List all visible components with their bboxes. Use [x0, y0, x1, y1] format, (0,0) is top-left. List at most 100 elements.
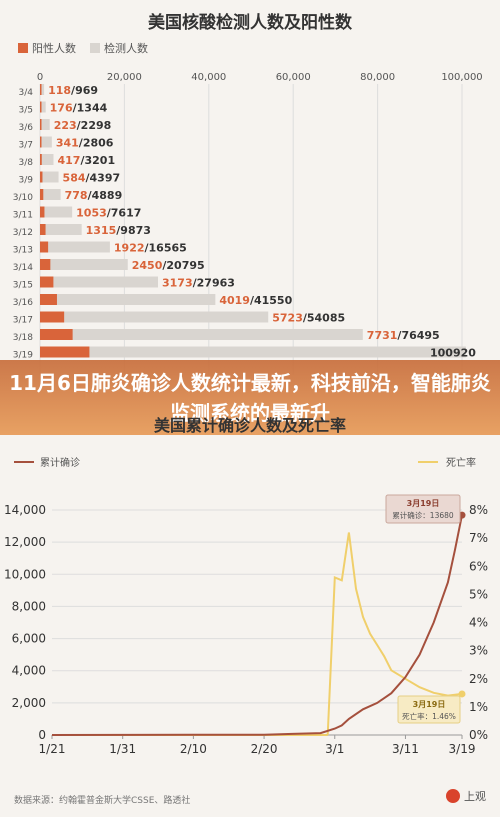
tests-bar: [40, 311, 269, 323]
bar-chart-svg: 0 20,000 40,000 60,000 80,000 100,000 3/4 118/9…: [13, 72, 483, 375]
line-chart-title: 美国累计确诊人数及死亡率: [153, 416, 346, 435]
category-label: 3/7: [19, 141, 33, 151]
positive-bar: [40, 84, 42, 95]
category-label: 3/13: [13, 246, 33, 256]
category-label: 3/4: [19, 88, 34, 98]
x-tick-label: 3/1: [325, 742, 344, 756]
data-label: 341/2806: [56, 137, 114, 150]
bar-chart-panel: 美国核酸检测人数及阳性数 阳性人数 检测人数 0 20,000 40,000 60,0…: [0, 0, 500, 380]
x-tick-label: 100,000: [441, 72, 482, 83]
category-label: 3/14: [13, 263, 33, 273]
positive-bar: [40, 206, 45, 218]
y-left-tick-label: 12,000: [4, 535, 46, 549]
tests-bar: [40, 346, 466, 358]
category-label: 3/11: [13, 211, 33, 221]
brand-logo: 上观: [446, 788, 486, 804]
y-left-tick-label: 8,000: [12, 599, 46, 613]
x-tick-label: 2/20: [251, 742, 278, 756]
tests-bar: [40, 276, 159, 288]
confirmed-annotation-box: [385, 494, 461, 524]
tests-bar: [40, 206, 73, 218]
data-label: 100920: [430, 347, 476, 360]
positive-bar: [40, 346, 90, 358]
x-tick-label: 2/10: [180, 742, 207, 756]
positive-bar: [40, 259, 51, 270]
source-note: 数据来源：约翰霍普金斯大学CSSE、路透社: [14, 796, 191, 806]
positive-bar: [40, 224, 46, 235]
data-label: 223/2298: [54, 119, 112, 132]
positive-bar: [40, 136, 42, 148]
data-label: 118/969: [48, 84, 98, 97]
confirmed-annotation-text: 累计确诊：13680: [392, 510, 454, 520]
data-label: 1053/7617: [76, 207, 141, 220]
y-left-tick-label: 2,000: [12, 696, 46, 710]
death-rate-endpoint: [458, 690, 466, 698]
positive-bar: [40, 119, 42, 130]
data-label: 1315/9873: [86, 224, 151, 237]
y-right-tick-label: 4%: [469, 616, 488, 630]
x-tick-label: 20,000: [107, 72, 142, 83]
tests-bar: [40, 119, 50, 130]
y-left-tick-label: 4,000: [12, 664, 46, 678]
positive-bar: [40, 294, 57, 305]
data-label: 778/4889: [65, 189, 123, 202]
category-label: 3/19: [13, 351, 33, 361]
death-rate-series-line: [326, 532, 463, 736]
bar-chart-legend: 阳性人数 检测人数: [18, 40, 148, 56]
positive-bar: [40, 276, 54, 288]
category-label: 3/15: [13, 281, 33, 291]
y-left-tick-label: 0: [38, 728, 46, 742]
category-label: 3/8: [19, 158, 34, 168]
legend-positive: 阳性人数: [18, 40, 76, 56]
category-label: 3/10: [13, 193, 33, 203]
data-label: 7731/76495: [367, 329, 440, 342]
positive-bar: [40, 154, 42, 165]
y-left-tick-label: 14,000: [4, 503, 46, 517]
data-label: 1922/16565: [114, 242, 187, 255]
y-right-tick-label: 5%: [469, 587, 488, 601]
y-left-tick-label: 6,000: [12, 632, 46, 646]
category-label: 3/5: [19, 106, 33, 116]
x-tick-label: 0: [37, 72, 43, 83]
death-rate-annotation-text: 死亡率：1.46%: [402, 711, 456, 721]
confirmed-annotation-date: 3月19日: [407, 499, 440, 508]
y-right-tick-label: 8%: [469, 503, 488, 517]
legend-confirmed-label: 累计确诊: [40, 456, 80, 469]
category-label: 3/17: [13, 316, 33, 326]
positive-bar: [40, 189, 44, 200]
legend-tests: 检测人数: [90, 40, 148, 56]
positive-bar: [40, 101, 42, 113]
tests-bar: [40, 294, 216, 305]
x-tick-label: 3/11: [392, 742, 419, 756]
death-rate-annotation-box: [397, 695, 461, 724]
x-tick-label: 40,000: [191, 72, 226, 83]
y-right-tick-label: 2%: [469, 672, 488, 686]
data-label: 2450/20795: [132, 259, 205, 272]
category-label: 3/16: [13, 298, 33, 308]
x-tick-label: 3/19: [449, 742, 476, 756]
x-tick-label: 1/31: [109, 742, 136, 756]
tests-bar: [40, 171, 59, 183]
data-label: 417/3201: [58, 154, 116, 167]
category-label: 3/6: [19, 123, 34, 133]
data-label: 5723/54085: [272, 312, 345, 325]
y-right-tick-label: 3%: [469, 644, 488, 658]
category-label: 3/18: [13, 333, 33, 343]
legend-death-rate-label: 死亡率: [446, 456, 476, 469]
death-rate-annotation-date: 3月19日: [413, 700, 446, 709]
x-tick-label: 60,000: [276, 72, 311, 83]
category-label: 3/12: [13, 228, 33, 238]
positive-bar: [40, 241, 49, 253]
line-chart-panel: 累计确诊 死亡率 0 2,000 4,000 6,000 8,000 10,000 12,000…: [0, 440, 500, 817]
tests-bar: [40, 101, 46, 113]
y-right-tick-label: 7%: [469, 531, 488, 545]
y-right-tick-label: 1%: [469, 700, 488, 714]
tests-bar: [40, 189, 61, 200]
y-left-tick-label: 10,000: [4, 567, 46, 581]
logo-icon: [446, 789, 460, 803]
line-chart-svg: 累计确诊 死亡率 0 2,000 4,000 6,000 8,000 10,000 12,000…: [4, 456, 488, 756]
data-label: 3173/27963: [162, 277, 235, 290]
tests-bar: [40, 84, 45, 95]
tests-bar: [40, 224, 82, 235]
data-label: 176/1344: [50, 102, 108, 115]
